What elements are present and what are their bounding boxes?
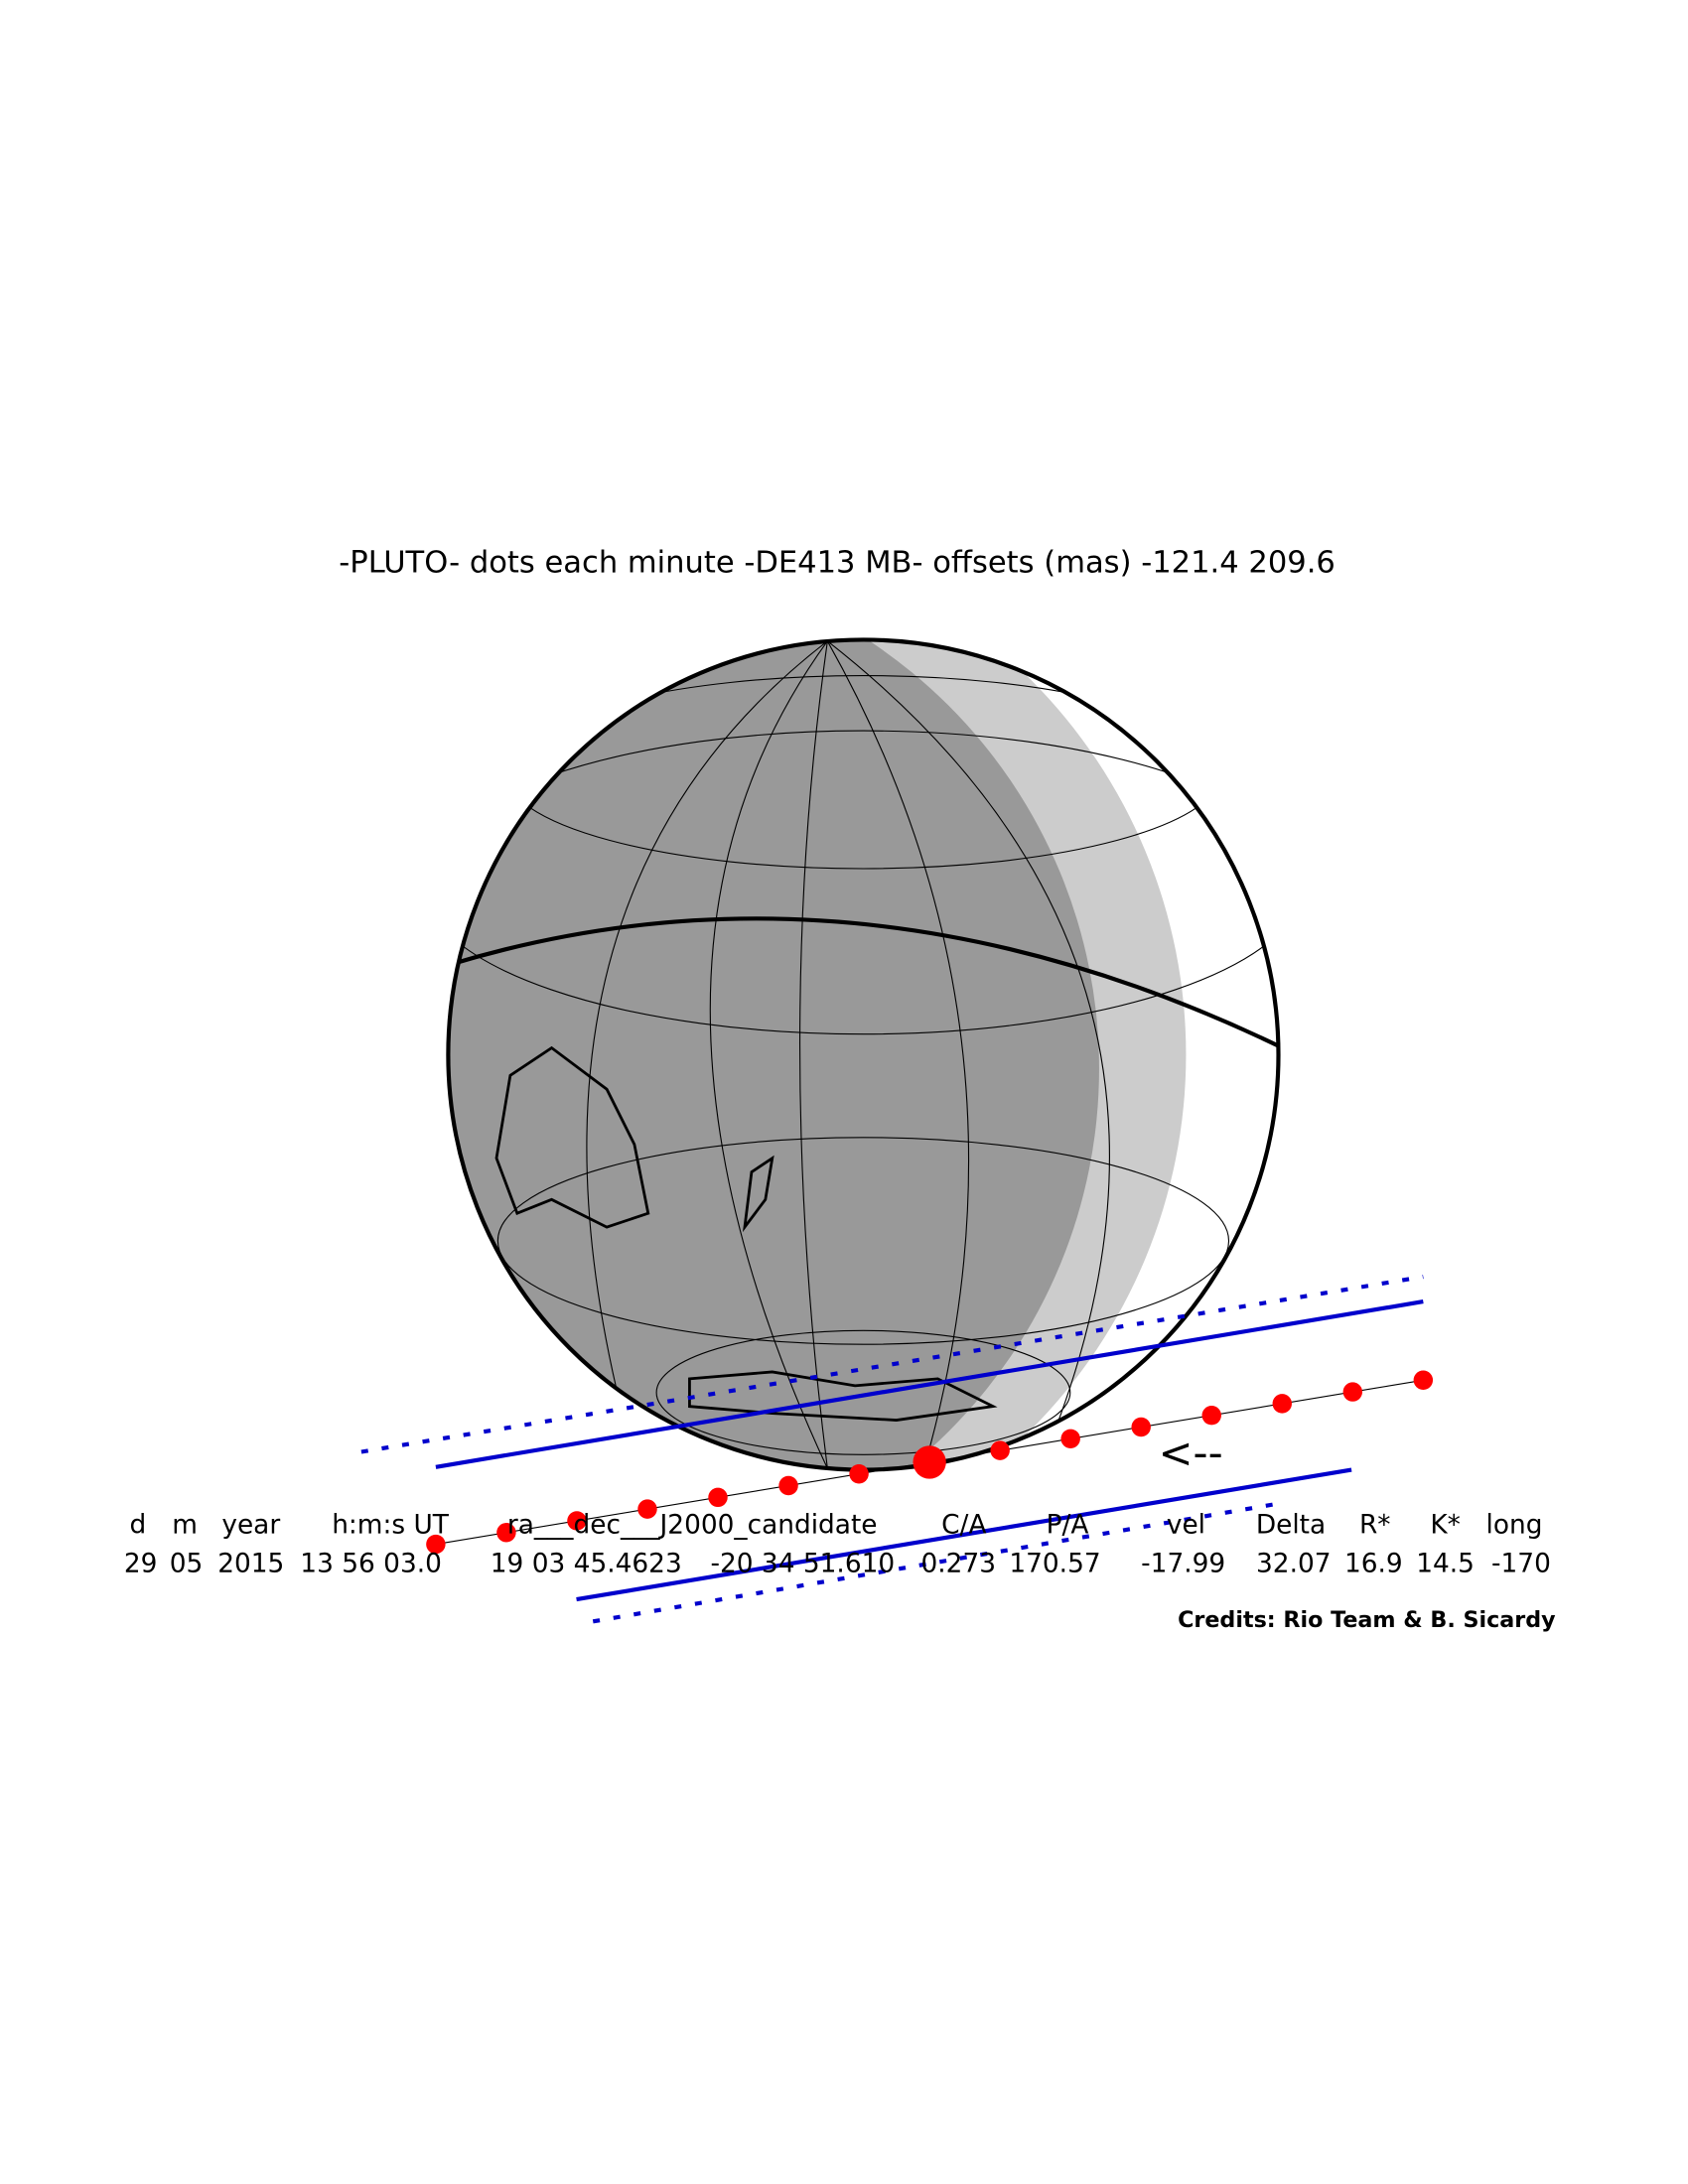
- title: -PLUTO- dots each minute -DE413 MB- offs…: [339, 545, 1336, 580]
- header-label: h:m:s UT: [332, 1510, 450, 1540]
- value: 32.07: [1256, 1549, 1332, 1578]
- dot: [426, 1534, 446, 1555]
- header-label: Delta: [1256, 1510, 1326, 1540]
- dot: [913, 1445, 946, 1479]
- dot: [990, 1440, 1010, 1460]
- dot: [1131, 1417, 1151, 1437]
- dot: [1060, 1429, 1080, 1449]
- value: 13 56 03.0: [300, 1549, 442, 1578]
- value: 16.9: [1344, 1549, 1403, 1578]
- value: 29: [124, 1549, 158, 1578]
- header-label: P/A: [1047, 1510, 1089, 1540]
- dot: [778, 1475, 798, 1496]
- globe: [448, 639, 1279, 1470]
- value: -170: [1491, 1549, 1551, 1578]
- value: 14.5: [1416, 1549, 1475, 1578]
- minute-dots: [426, 1370, 1434, 1555]
- value-row: 29 05 2015 13 56 03.0 19 03 45.4623 -20 34 51…: [124, 1549, 1551, 1578]
- shadow-limits: [360, 1275, 1424, 1624]
- dot: [567, 1511, 587, 1531]
- header-label: ra___dec___J2000_candidate: [507, 1510, 878, 1540]
- value: 19 03 45.4623: [491, 1549, 682, 1578]
- header-label: long: [1486, 1510, 1543, 1540]
- direction-arrow: <--: [1159, 1429, 1223, 1477]
- value: -20 34 51.610: [710, 1549, 895, 1578]
- dot: [1272, 1394, 1292, 1414]
- header-label: vel: [1167, 1510, 1205, 1540]
- dot: [637, 1499, 657, 1519]
- header-row: d m year h:m:s UT ra___dec___J2000_candidate…: [130, 1510, 1543, 1540]
- header-label: C/A: [941, 1510, 986, 1540]
- value: 2015: [217, 1549, 284, 1578]
- header-label: d: [130, 1510, 147, 1540]
- dot: [708, 1487, 728, 1508]
- header-label: m: [172, 1510, 198, 1540]
- value: 05: [170, 1549, 204, 1578]
- value: 0.273: [921, 1549, 997, 1578]
- header-label: year: [221, 1510, 280, 1540]
- dot: [1201, 1405, 1221, 1426]
- dot: [496, 1523, 516, 1543]
- value: 170.57: [1009, 1549, 1100, 1578]
- header-label: R*: [1359, 1510, 1391, 1540]
- dot: [849, 1464, 869, 1484]
- header-label: K*: [1430, 1510, 1460, 1540]
- value: -17.99: [1141, 1549, 1225, 1578]
- dot: [1413, 1370, 1434, 1390]
- dot: [1342, 1382, 1363, 1402]
- credits: Credits: Rio Team & B. Sicardy: [1178, 1607, 1556, 1633]
